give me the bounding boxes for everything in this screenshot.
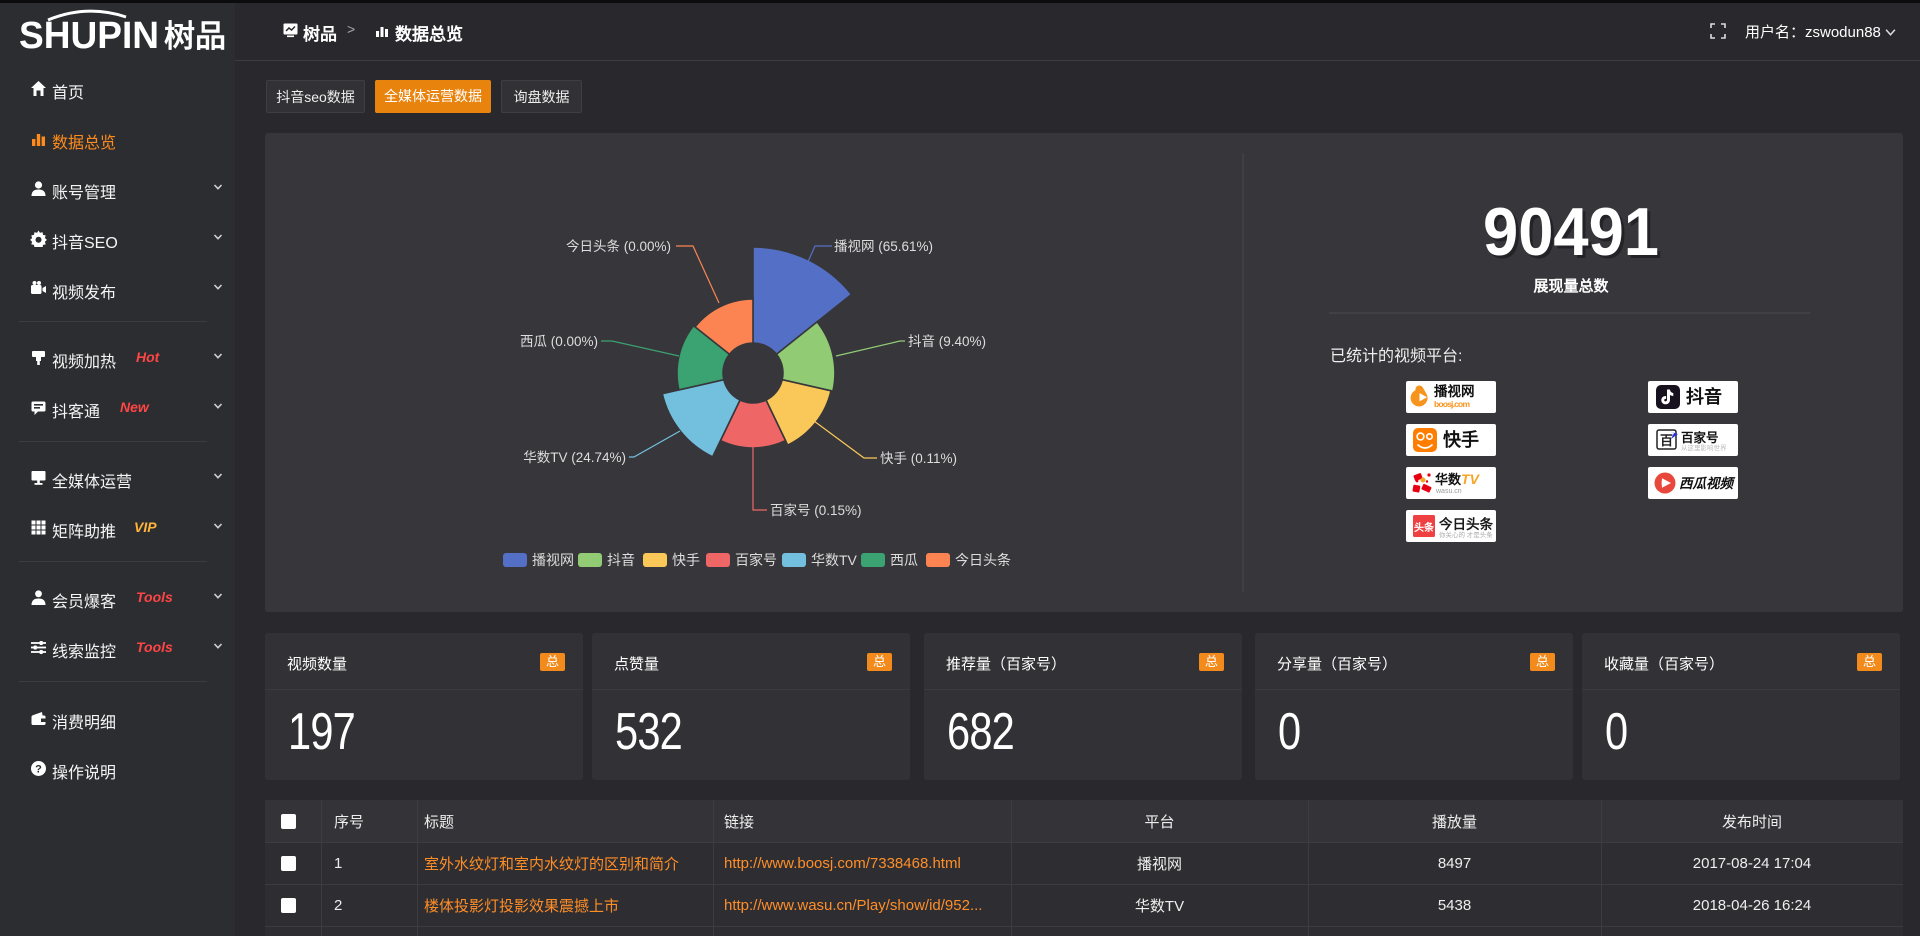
svg-text:?: ? [35,763,42,775]
svg-text:华数TV (24.74%): 华数TV (24.74%) [523,450,626,465]
svg-text:播视网: 播视网 [1434,383,1475,399]
svg-text:百: 百 [1660,433,1673,448]
svg-text:百家号 (0.15%): 百家号 (0.15%) [770,502,862,518]
svg-text:快手: 快手 [672,552,700,568]
svg-text:今日头条: 今日头条 [1439,516,1493,532]
svg-text:百家号: 百家号 [1681,430,1719,445]
svg-text:百家号: 百家号 [735,552,777,568]
svg-text:今日头条: 今日头条 [955,552,1011,568]
svg-text:90491: 90491 [1486,197,1662,273]
svg-text:西瓜视频: 西瓜视频 [1679,476,1735,491]
svg-text:西瓜: 西瓜 [890,552,918,568]
svg-text:今日头条 (0.00%): 今日头条 (0.00%) [566,238,671,254]
svg-text:SHUPIN: SHUPIN [19,15,159,54]
svg-text:树品: 树品 [164,19,226,54]
svg-text:西瓜 (0.00%): 西瓜 (0.00%) [520,334,598,349]
svg-text:展现量总数: 展现量总数 [1533,277,1609,295]
svg-text:头条: 头条 [1414,521,1435,534]
svg-text:华数TV: 华数TV [1435,471,1481,487]
svg-text:快手: 快手 [1443,429,1479,450]
svg-text:华数TV: 华数TV [811,552,858,568]
svg-text:已统计的视频平台:: 已统计的视频平台: [1330,347,1462,365]
svg-text:wasu.cn: wasu.cn [1435,488,1462,495]
svg-text:boosj.com: boosj.com [1434,399,1470,409]
svg-text:快手 (0.11%): 快手 (0.11%) [880,451,957,466]
svg-text:抖音: 抖音 [1686,386,1722,407]
svg-text:抖音 (9.40%): 抖音 (9.40%) [908,333,986,349]
svg-text:你关心的 才是头条: 你关心的 才是头条 [1439,530,1493,539]
svg-text:90491: 90491 [1483,194,1659,270]
svg-text:抖音: 抖音 [607,552,635,568]
svg-text:播视网: 播视网 [532,552,574,568]
svg-text:播视网 (65.61%): 播视网 (65.61%) [834,239,933,254]
svg-text:从这里影响世界: 从这里影响世界 [1681,443,1727,452]
